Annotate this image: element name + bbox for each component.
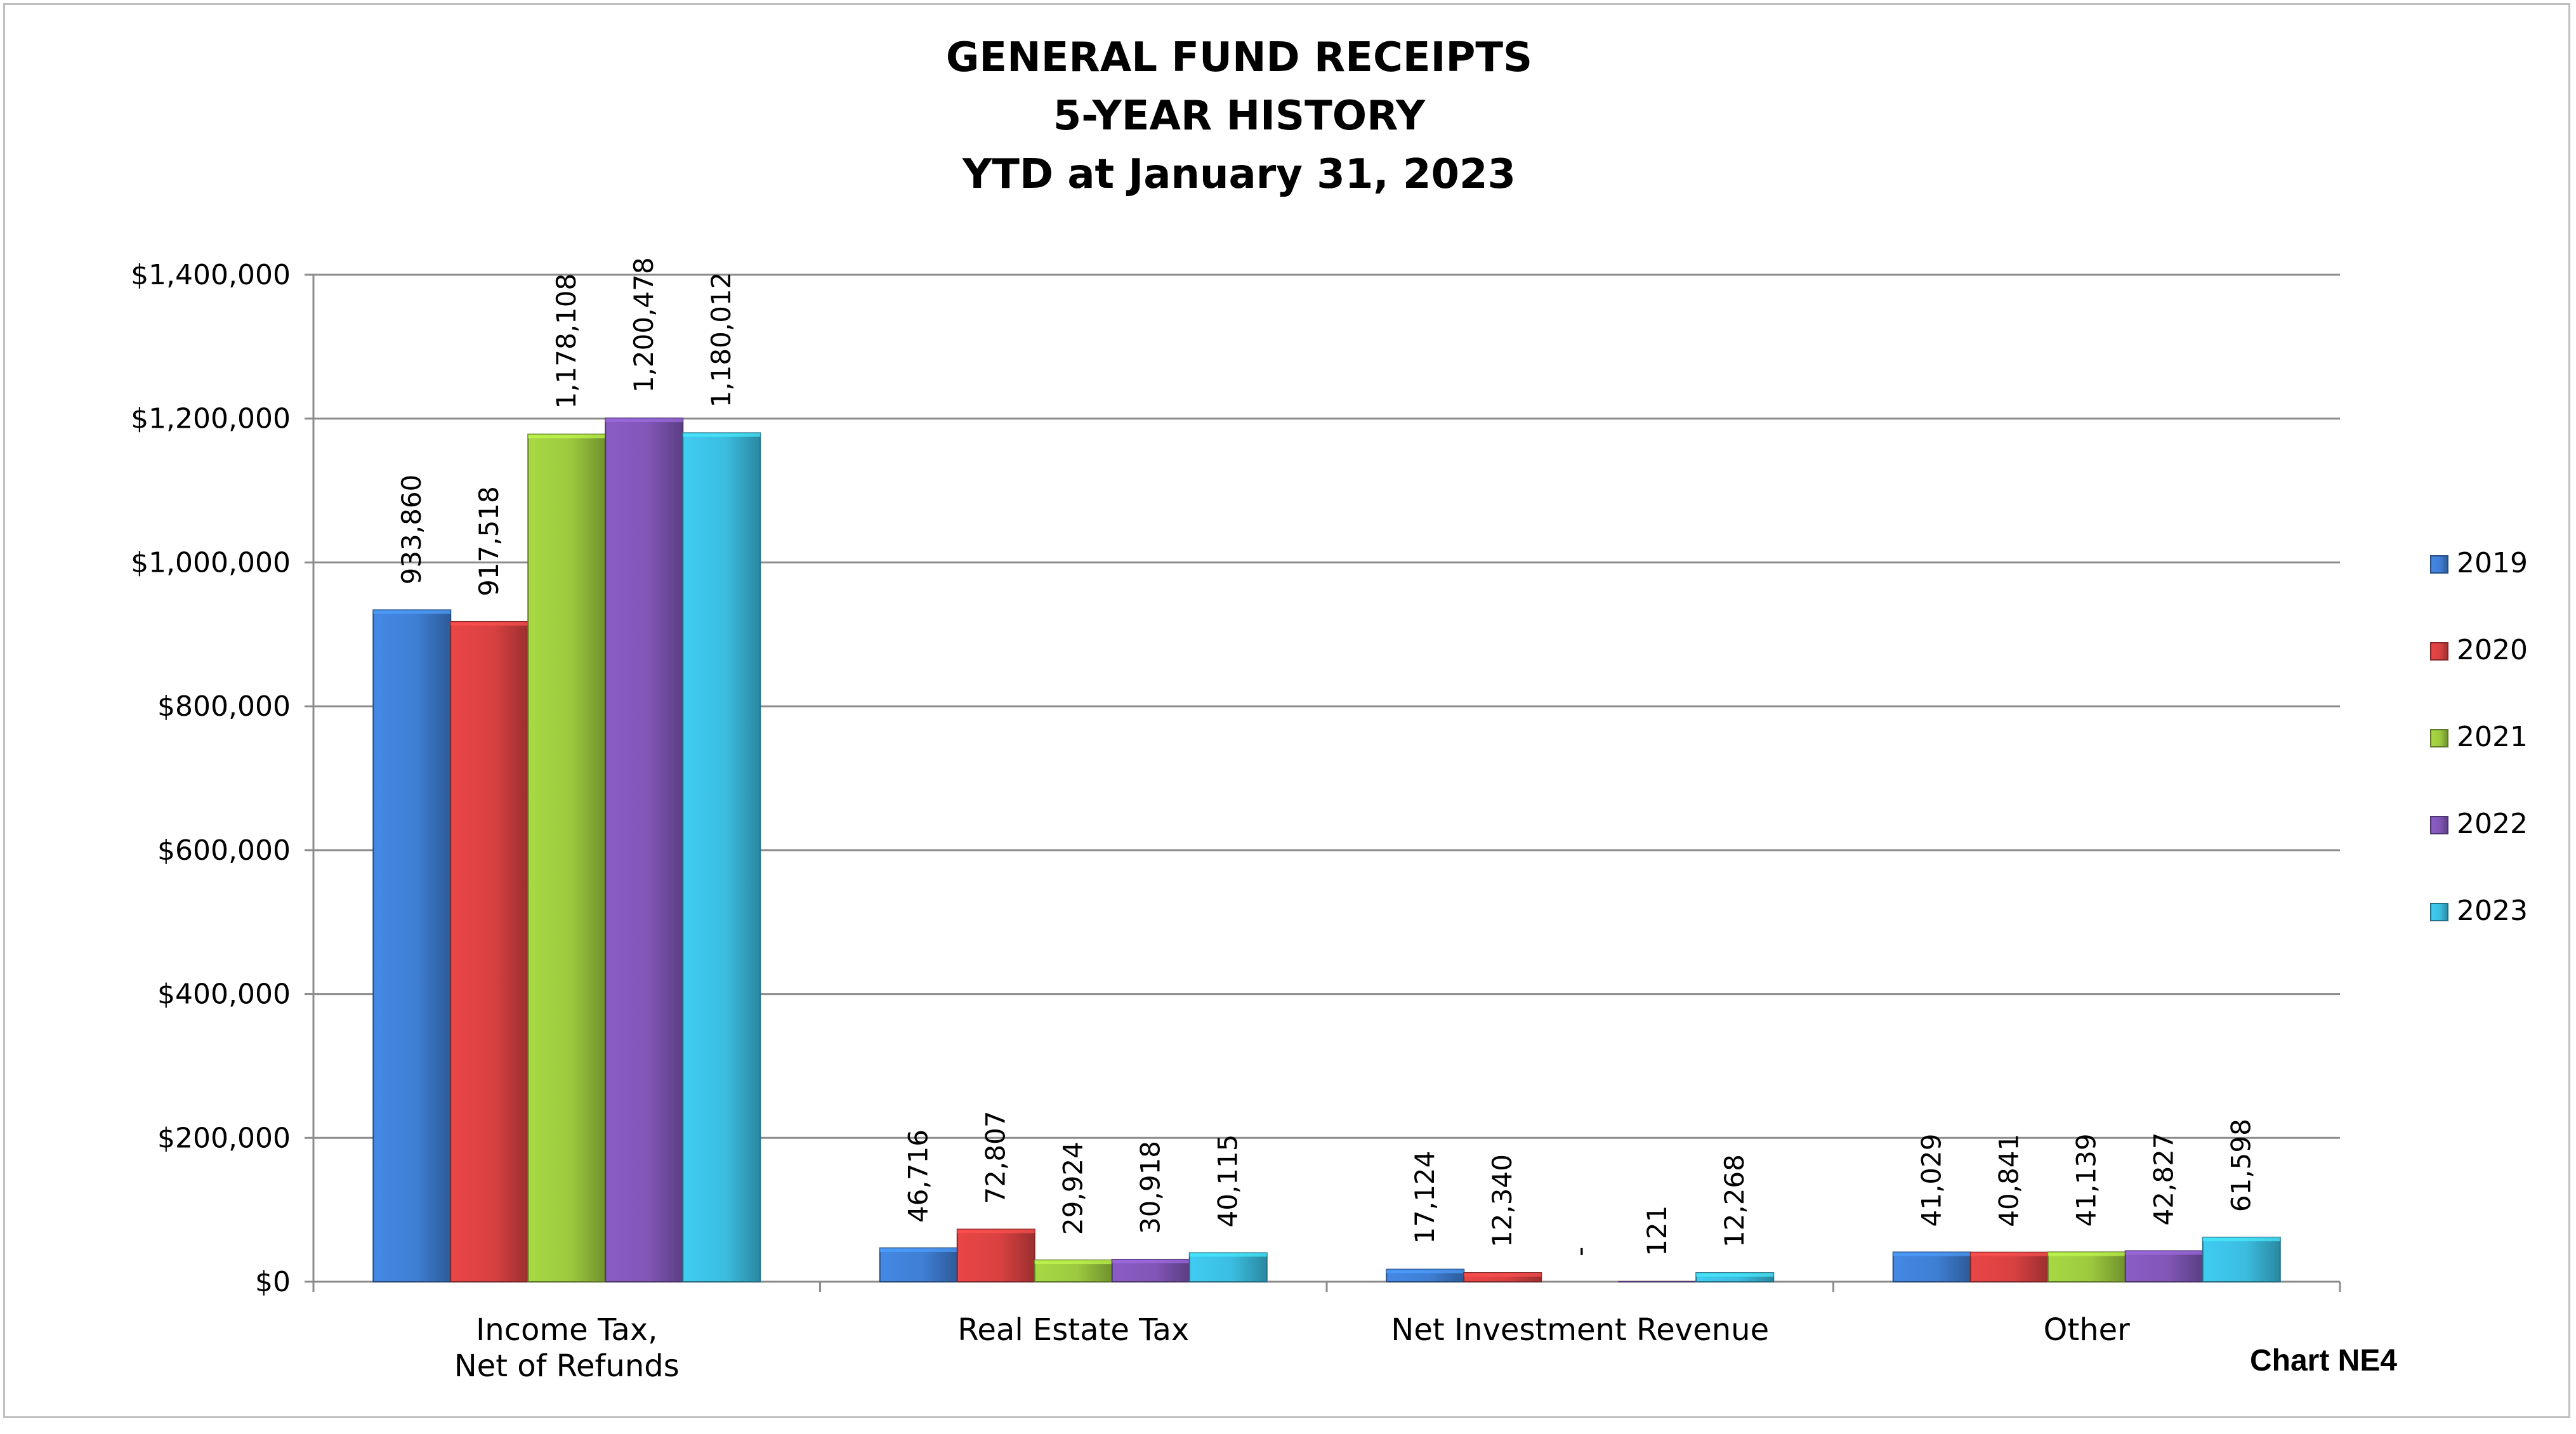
bar-top-highlight [528, 434, 606, 438]
bar-top-highlight [1189, 1253, 1267, 1257]
data-label-2023: 1,180,012 [706, 272, 737, 408]
y-tick-label: $600,000 [157, 834, 291, 867]
legend-label-2022: 2022 [2457, 808, 2528, 840]
data-label-2021: 29,924 [1058, 1141, 1089, 1235]
x-category-label: Real Estate Tax [957, 1312, 1189, 1348]
y-tick-label: $1,400,000 [131, 259, 291, 291]
bar-2023 [682, 432, 761, 1283]
bar-top-highlight [1696, 1273, 1774, 1277]
legend-swatch-2020 [2430, 642, 2448, 661]
bar-2019 [372, 609, 452, 1283]
bar-2022 [605, 418, 684, 1282]
data-label-2023: 12,268 [1719, 1154, 1750, 1247]
bar-2023 [1188, 1252, 1268, 1282]
data-label-2020: 917,518 [473, 486, 504, 596]
legend-swatch-2022 [2430, 816, 2448, 834]
data-label-2021: 1,178,108 [551, 273, 582, 409]
bar-top-highlight [1112, 1259, 1190, 1263]
x-category-label: Net of Refunds [454, 1348, 680, 1384]
data-label-2019: 46,716 [903, 1129, 934, 1223]
data-label-2021: 41,139 [2071, 1133, 2102, 1227]
x-axis: Income Tax,Net of Refunds Real Estate Tax… [312, 1280, 2341, 1384]
data-label-2023: 40,115 [1212, 1135, 1244, 1228]
bar-2019 [879, 1247, 958, 1282]
data-label-2022: 30,918 [1135, 1141, 1166, 1234]
y-tick-label: $0 [255, 1266, 291, 1298]
chart-title-line-3: YTD at January 31, 2023 [962, 151, 1516, 198]
bar-top-highlight [879, 1248, 957, 1253]
y-tick-label: $200,000 [157, 1122, 291, 1154]
bar-top-highlight [2047, 1252, 2126, 1256]
legend-label-2023: 2023 [2457, 895, 2528, 927]
bar-2022 [2124, 1250, 2204, 1282]
legend-swatch-2019 [2430, 555, 2448, 574]
y-tick-label: $400,000 [157, 978, 291, 1011]
data-labels: 933,860 917,518 1,178,108 1,200,478 1,180,01… [396, 257, 2257, 1256]
x-category-label: Income Tax, [476, 1312, 657, 1348]
legend-label-2020: 2020 [2457, 634, 2528, 666]
data-label-2020: 72,807 [980, 1110, 1011, 1204]
chart-title: GENERAL FUND RECEIPTS 5-YEAR HISTORY YTD… [946, 34, 1532, 198]
data-label-2020: 12,340 [1487, 1154, 1518, 1247]
data-label-2021: - [1564, 1247, 1595, 1256]
bar-2019 [1892, 1251, 1971, 1283]
bar-top-highlight [450, 621, 529, 626]
data-label-2023: 61,598 [2226, 1119, 2257, 1212]
bar-top-highlight [1893, 1252, 1971, 1256]
bar-top-highlight [1034, 1260, 1112, 1265]
bar-2020 [450, 621, 529, 1282]
bar-2021 [527, 433, 607, 1283]
bar-2020 [956, 1228, 1035, 1282]
bar-top-highlight [1970, 1252, 2048, 1256]
legend-label-2021: 2021 [2457, 721, 2528, 753]
data-label-2022: 1,200,478 [628, 257, 659, 393]
chart-footnote: Chart NE4 [2250, 1344, 2397, 1378]
bar-top-highlight [605, 418, 683, 423]
bar-top-highlight [373, 610, 451, 614]
data-label-2022: 42,827 [2148, 1132, 2179, 1225]
x-category-label: Other [2044, 1312, 2131, 1348]
bar-2023 [2202, 1237, 2281, 1283]
y-axis: $0 $200,000 $400,000 $600,000 $800,000 $1,000… [131, 259, 315, 1298]
legend: 2019 2020 2021 2022 2023 [2430, 547, 2528, 927]
bar-2021 [2047, 1251, 2126, 1282]
bar-top-highlight [2202, 1237, 2280, 1242]
data-label-2019: 17,124 [1409, 1151, 1440, 1244]
data-label-2020: 40,841 [1994, 1134, 2025, 1227]
chart-title-line-2: 5-YEAR HISTORY [1053, 93, 1426, 140]
bars [372, 418, 2281, 1283]
legend-swatch-2021 [2430, 729, 2448, 747]
data-label-2019: 41,029 [1916, 1134, 1947, 1227]
bar-top-highlight [1386, 1269, 1464, 1273]
data-label-2022: 121 [1641, 1206, 1672, 1256]
y-tick-label: $1,200,000 [131, 403, 291, 435]
y-tick-label: $800,000 [157, 690, 291, 723]
legend-label-2019: 2019 [2457, 547, 2528, 579]
x-category-label: Net Investment Revenue [1391, 1312, 1769, 1348]
y-tick-label: $1,000,000 [131, 546, 291, 579]
bar-2020 [1969, 1251, 2049, 1283]
bar-top-highlight [1464, 1273, 1542, 1277]
chart-title-line-1: GENERAL FUND RECEIPTS [946, 34, 1532, 81]
bar-top-highlight [957, 1229, 1035, 1233]
bar-top-highlight [683, 433, 761, 437]
legend-swatch-2023 [2430, 903, 2448, 921]
bar-top-highlight [2125, 1251, 2203, 1255]
data-label-2019: 933,860 [396, 475, 427, 585]
